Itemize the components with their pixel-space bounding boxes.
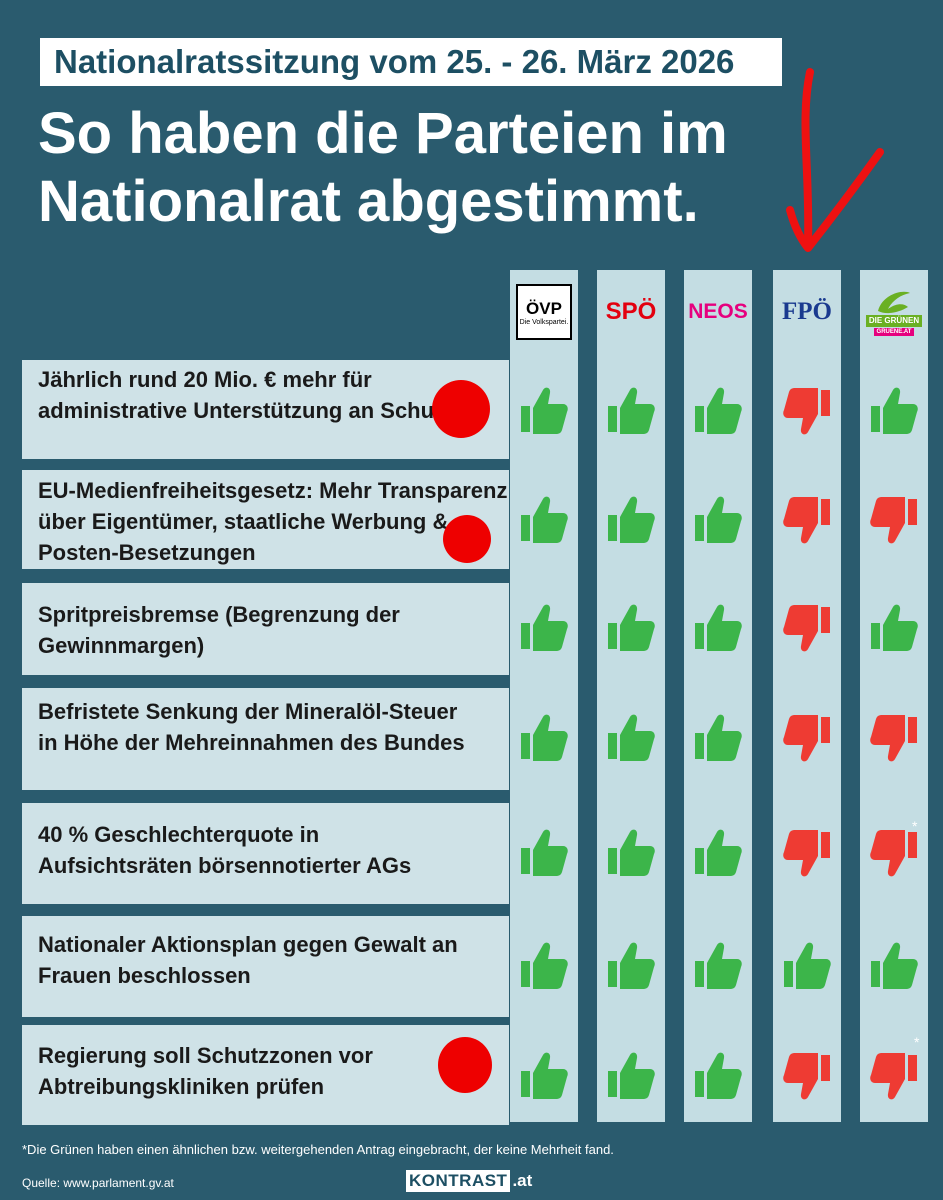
thumbs-up-icon (597, 1046, 665, 1106)
thumbs-down-icon (773, 598, 841, 658)
brand-name: KONTRAST (406, 1170, 511, 1192)
logo-neos: NEOS (684, 276, 752, 348)
row-7 (22, 1025, 509, 1125)
thumbs-down-icon (773, 490, 841, 550)
party-name: NEOS (688, 300, 748, 323)
row-4 (22, 688, 509, 790)
thumbs-up-icon (860, 381, 928, 441)
motion-text: Jährlich rund 20 Mio. € mehr für adminis… (38, 367, 466, 423)
party-tagline: Die Volkspartei. (519, 318, 569, 326)
red-dot-annotation (443, 515, 491, 563)
kontrast-logo: KONTRAST .at (406, 1170, 532, 1192)
party-tagline: GRUENE.AT (873, 327, 915, 336)
headline: So haben die Parteien im Nationalrat abg… (38, 100, 798, 236)
motion-text: Spritpreisbremse (Begrenzung der Gewinnm… (38, 602, 400, 658)
thumbs-up-icon (773, 936, 841, 996)
red-dot-annotation (432, 380, 490, 438)
headline-line-1: So haben die Parteien im (38, 101, 728, 166)
thumbs-up-icon (684, 598, 752, 658)
thumbs-down-icon (773, 708, 841, 768)
asterisk-note: * (912, 818, 918, 834)
thumbs-down-icon (860, 490, 928, 550)
thumbs-up-icon (860, 598, 928, 658)
thumbs-up-icon (510, 1046, 578, 1106)
thumbs-up-icon (684, 823, 752, 883)
thumbs-down-icon (860, 1046, 928, 1106)
asterisk-note: * (914, 1034, 920, 1050)
row-5 (22, 803, 509, 904)
logo-spoe: SPÖ (597, 276, 665, 348)
thumbs-up-icon (684, 936, 752, 996)
date-banner: Nationalratssitzung vom 25. - 26. März 2… (40, 38, 782, 86)
thumbs-up-icon (684, 490, 752, 550)
gruene-leaf-icon (878, 291, 910, 313)
thumbs-up-icon (597, 381, 665, 441)
party-name: SPÖ (605, 298, 657, 325)
headline-line-2: Nationalrat abgestimmt. (38, 169, 699, 234)
thumbs-up-icon (684, 381, 752, 441)
thumbs-up-icon (597, 490, 665, 550)
row-6 (22, 916, 509, 1017)
thumbs-up-icon (597, 708, 665, 768)
thumbs-up-icon (597, 598, 665, 658)
thumbs-down-icon (860, 823, 928, 883)
logo-fpoe: FPÖ (773, 276, 841, 348)
thumbs-up-icon (860, 936, 928, 996)
red-arrow-annotation (786, 68, 884, 252)
brand-suffix: .at (512, 1171, 533, 1190)
row-1 (22, 360, 509, 459)
source-text: Quelle: www.parlament.gv.at (22, 1176, 174, 1190)
thumbs-down-icon (773, 381, 841, 441)
thumbs-up-icon (510, 598, 578, 658)
thumbs-up-icon (597, 823, 665, 883)
logo-oevp: ÖVP Die Volkspartei. (510, 276, 578, 348)
party-name: FPÖ (782, 298, 832, 325)
party-name: ÖVP (526, 298, 562, 318)
thumbs-up-icon (597, 936, 665, 996)
motion-text: EU-Medienfreiheitsgesetz: Mehr Transpare… (38, 478, 508, 565)
thumbs-up-icon (510, 381, 578, 441)
thumbs-up-icon (510, 823, 578, 883)
motion-text: Nationaler Aktionsplan gegen Gewalt an F… (38, 932, 458, 988)
thumbs-up-icon (510, 708, 578, 768)
row-3 (22, 583, 509, 675)
thumbs-up-icon (684, 1046, 752, 1106)
thumbs-down-icon (773, 1046, 841, 1106)
motion-text: 40 % Geschlechterquote in Aufsichtsräten… (38, 822, 412, 878)
party-name: DIE GRÜNEN (865, 314, 923, 327)
thumbs-up-icon (510, 490, 578, 550)
thumbs-down-icon (773, 823, 841, 883)
thumbs-up-icon (510, 936, 578, 996)
logo-gruene: DIE GRÜNEN GRUENE.AT (860, 276, 928, 348)
motion-text: Befristete Senkung der Mineralöl-Steuer … (38, 699, 465, 755)
row-2 (22, 470, 509, 569)
footnote: *Die Grünen haben einen ähnlichen bzw. w… (22, 1142, 614, 1157)
motion-text: Regierung soll Schutzzonen vor Abtreibun… (38, 1043, 373, 1099)
thumbs-up-icon (684, 708, 752, 768)
thumbs-down-icon (860, 708, 928, 768)
red-dot-annotation (438, 1037, 492, 1093)
